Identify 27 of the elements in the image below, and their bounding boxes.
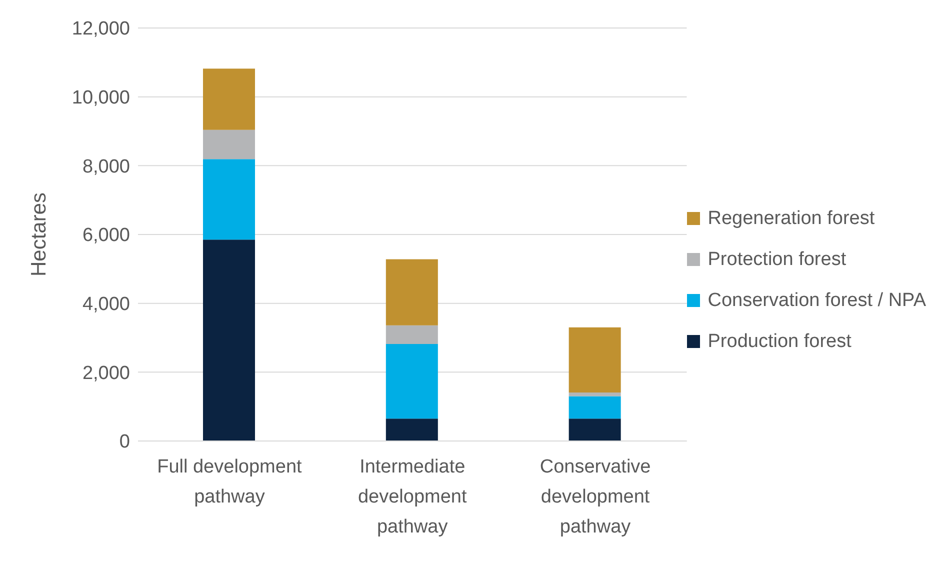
bar bbox=[568, 396, 621, 419]
bar bbox=[203, 159, 255, 240]
y-tick-label: 8,000 bbox=[82, 156, 130, 178]
bar bbox=[203, 240, 255, 441]
legend-label: Regeneration forest bbox=[708, 208, 875, 230]
x-tick-label: Intermediate development pathway bbox=[358, 456, 468, 538]
bar bbox=[386, 259, 438, 326]
bar bbox=[386, 418, 438, 441]
bar bbox=[386, 344, 438, 419]
bar bbox=[568, 327, 621, 392]
y-axis-title: Hectares bbox=[27, 192, 50, 277]
bar bbox=[203, 68, 255, 130]
y-tick-label: 6,000 bbox=[82, 225, 130, 246]
y-tick-label: 10,000 bbox=[72, 88, 130, 109]
x-tick-label: Conservative development pathway bbox=[540, 456, 651, 538]
bar bbox=[568, 392, 621, 396]
legend-label: Conservation forest / NPA bbox=[708, 290, 926, 312]
y-tick-label: 0 bbox=[119, 432, 130, 453]
bar bbox=[568, 418, 621, 441]
legend-label: Production forest bbox=[708, 330, 852, 352]
legend-label: Protection forest bbox=[708, 248, 846, 270]
bar bbox=[386, 325, 438, 344]
x-tick-label: Full development pathway bbox=[157, 456, 303, 508]
bar bbox=[203, 130, 255, 160]
y-tick-label: 4,000 bbox=[82, 294, 130, 316]
y-tick-label: 12,000 bbox=[72, 18, 130, 40]
y-tick-label: 2,000 bbox=[82, 362, 130, 384]
